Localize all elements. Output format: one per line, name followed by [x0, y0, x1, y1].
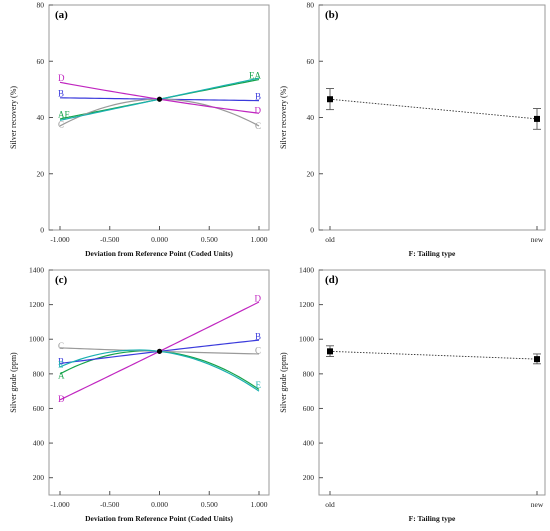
series-label-left: D [58, 73, 65, 83]
x-tick-label: old [325, 235, 335, 244]
y-tick-label: 80 [37, 1, 45, 10]
x-tick-label: 0.500 [201, 500, 218, 509]
plot-frame [48, 4, 270, 231]
series-label-left: D [58, 394, 65, 404]
y-axis-label: Silver recovery (%) [279, 86, 288, 149]
y-tick-label: 0 [40, 226, 44, 235]
panel-label: (b) [325, 9, 339, 21]
data-point [327, 348, 333, 355]
y-tick-label: 0 [310, 226, 314, 235]
y-tick-label: 60 [37, 57, 45, 66]
x-tick-label: 0.000 [151, 235, 168, 244]
series-label-right: E [256, 380, 262, 390]
y-tick-label: 1400 [299, 266, 314, 275]
y-tick-label: 200 [33, 473, 45, 482]
series-label-left: B [58, 89, 64, 99]
x-tick-label: 0.500 [201, 235, 218, 244]
series-label-right: B [255, 91, 261, 101]
y-tick-label: 600 [33, 404, 45, 413]
x-tick-label: -0.500 [100, 500, 120, 509]
y-tick-label: 1200 [299, 300, 314, 309]
y-tick-label: 800 [33, 369, 45, 378]
data-point [327, 96, 333, 103]
panel-label: (d) [325, 274, 339, 286]
panel-label: (a) [55, 9, 68, 21]
series-label-left: E [58, 359, 64, 369]
panel-label: (c) [55, 274, 68, 286]
x-tick-label: old [325, 500, 335, 509]
series-label-right: C [255, 121, 261, 131]
series-line-C [59, 98, 260, 127]
y-tick-label: 400 [303, 439, 315, 448]
x-tick-label: -1.000 [50, 500, 70, 509]
trend-line [329, 350, 538, 360]
chart-panel-2: (b) 0 20 40 60 80 Silver recovery (%) F: Tailin… [279, 1, 546, 258]
plot-frame [48, 269, 270, 496]
series-label-right: D [255, 294, 262, 304]
data-point [534, 115, 540, 122]
trend-line [329, 98, 538, 120]
y-tick-label: 40 [37, 113, 45, 122]
series-label-left: C [58, 120, 64, 130]
x-axis-label: F: Tailing type [409, 249, 456, 258]
y-tick-label: 20 [307, 169, 315, 178]
y-tick-label: 40 [307, 113, 315, 122]
chart-panel-1: (a) 0 20 40 60 80 Silver recovery (%) Deviation… [9, 1, 270, 258]
y-tick-label: 1400 [29, 266, 44, 275]
y-tick-label: 20 [37, 169, 45, 178]
x-tick-label: new [531, 235, 544, 244]
y-tick-label: 600 [303, 404, 315, 413]
x-axis-label: F: Tailing type [409, 514, 456, 523]
y-tick-label: 1200 [29, 300, 44, 309]
plot-frame [318, 269, 546, 496]
y-tick-label: 80 [307, 1, 315, 10]
data-point [534, 356, 540, 363]
y-tick-label: 200 [303, 473, 315, 482]
x-axis-label: Deviation from Reference Point (Coded Un… [85, 514, 233, 523]
x-tick-label: -0.500 [100, 235, 120, 244]
x-tick-label: 1.000 [251, 500, 268, 509]
series-label-right: D [255, 105, 262, 115]
series-label-left: C [58, 341, 64, 351]
plot-frame [318, 4, 546, 231]
series-label-left: AE [58, 110, 70, 120]
y-tick-label: 400 [33, 439, 45, 448]
y-tick-label: 1000 [299, 335, 314, 344]
chart-panel-4: (d) 200 400 600 800 1000 1200 1400 Silver grade … [279, 266, 546, 523]
x-tick-label: -1.000 [50, 235, 70, 244]
chart-panel-3: (c) 200 400 600 800 1000 1200 1400 Silver grade … [9, 266, 270, 523]
y-tick-label: 800 [303, 369, 315, 378]
x-tick-label: 1.000 [251, 235, 268, 244]
series-label-right: B [255, 332, 261, 342]
y-axis-label: Silver recovery (%) [9, 86, 18, 149]
y-tick-label: 60 [307, 57, 315, 66]
y-tick-label: 1000 [29, 335, 44, 344]
x-axis-label: Deviation from Reference Point (Coded Un… [85, 249, 233, 258]
y-axis-label: Silver grade (ppm) [279, 352, 288, 413]
series-label-left: A [58, 371, 65, 381]
series-label-right: EA [249, 70, 261, 80]
x-tick-label: 0.000 [151, 500, 168, 509]
y-axis-label: Silver grade (ppm) [9, 352, 18, 413]
series-label-right: C [255, 345, 261, 355]
series-label-left: B [58, 357, 64, 367]
reference-point [156, 348, 163, 354]
reference-point [156, 96, 163, 102]
x-tick-label: new [531, 500, 544, 509]
